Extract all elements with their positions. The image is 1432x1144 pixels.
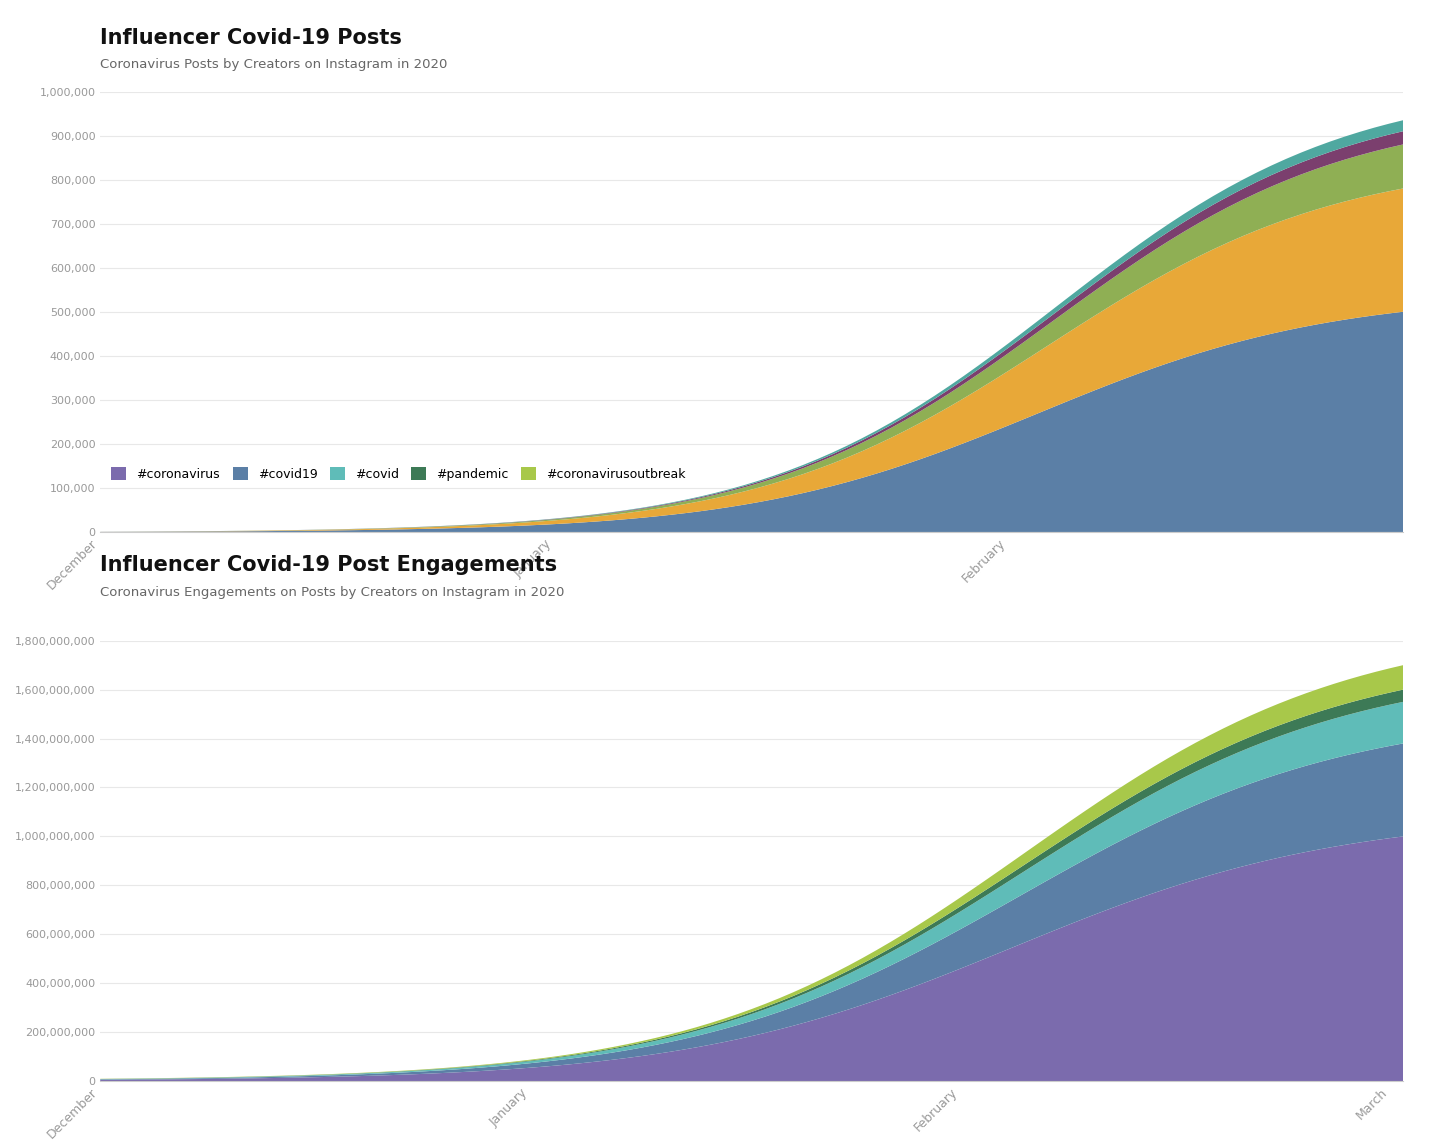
Text: Influencer Covid-19 Posts: Influencer Covid-19 Posts xyxy=(100,29,402,48)
Legend: #coronavirus, #covid19, #covid, #pandemic, #coronavirusoutbreak: #coronavirus, #covid19, #covid, #pandemi… xyxy=(106,462,690,485)
Text: Influencer Covid-19 Post Engagements: Influencer Covid-19 Post Engagements xyxy=(100,556,557,575)
Text: Coronavirus Engagements on Posts by Creators on Instagram in 2020: Coronavirus Engagements on Posts by Crea… xyxy=(100,587,564,599)
Text: Coronavirus Posts by Creators on Instagram in 2020: Coronavirus Posts by Creators on Instagr… xyxy=(100,58,448,71)
